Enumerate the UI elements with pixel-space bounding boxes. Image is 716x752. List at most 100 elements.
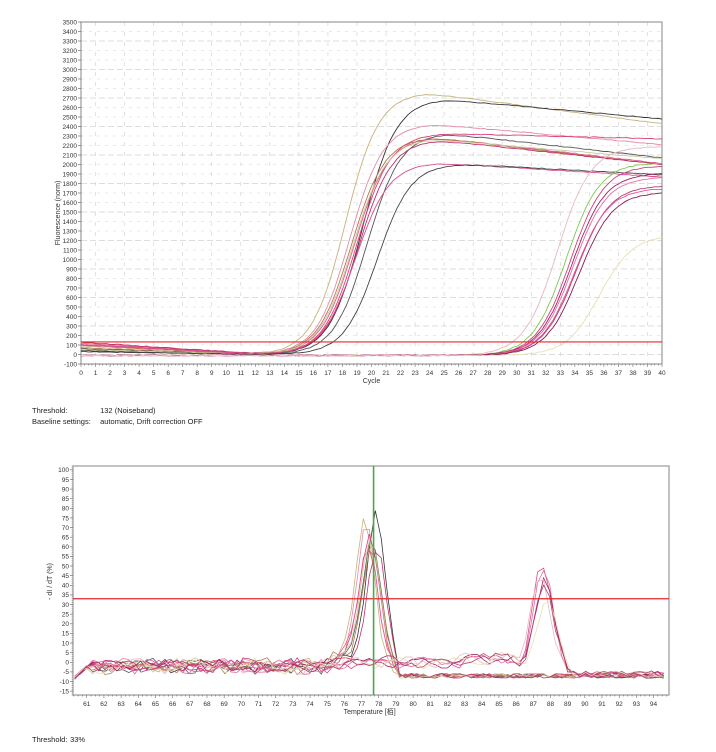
svg-text:95: 95 xyxy=(62,477,70,484)
svg-text:66: 66 xyxy=(169,701,177,708)
svg-text:2700: 2700 xyxy=(63,95,78,102)
svg-text:8: 8 xyxy=(195,370,199,377)
svg-text:82: 82 xyxy=(444,701,452,708)
svg-text:37: 37 xyxy=(615,370,623,377)
svg-text:68: 68 xyxy=(203,701,211,708)
svg-text:16: 16 xyxy=(310,370,318,377)
svg-text:89: 89 xyxy=(564,701,572,708)
amplification-curve xyxy=(80,146,663,357)
svg-text:900: 900 xyxy=(66,266,77,273)
svg-text:80: 80 xyxy=(62,506,70,513)
svg-text:-100: -100 xyxy=(64,361,77,368)
svg-text:64: 64 xyxy=(135,701,143,708)
melt-curve xyxy=(74,533,664,679)
svg-text:2300: 2300 xyxy=(63,133,78,140)
svg-text:40: 40 xyxy=(658,370,666,377)
svg-text:34: 34 xyxy=(571,370,579,377)
svg-text:60: 60 xyxy=(62,544,70,551)
svg-text:83: 83 xyxy=(461,701,469,708)
svg-text:93: 93 xyxy=(633,701,641,708)
svg-text:14: 14 xyxy=(281,370,289,377)
svg-text:7: 7 xyxy=(181,370,185,377)
svg-text:25: 25 xyxy=(62,611,70,618)
melt-threshold-value: 33% xyxy=(70,735,86,744)
melt-curve xyxy=(74,539,664,679)
melt-curve xyxy=(74,578,665,678)
svg-text:0: 0 xyxy=(65,660,69,667)
svg-text:36: 36 xyxy=(600,370,608,377)
melt-curve xyxy=(74,600,664,678)
svg-text:20: 20 xyxy=(62,621,70,628)
svg-text:3: 3 xyxy=(123,370,127,377)
svg-text:71: 71 xyxy=(255,701,263,708)
svg-text:2000: 2000 xyxy=(63,162,78,169)
svg-text:0: 0 xyxy=(73,352,77,359)
baseline-value: automatic, Drift correction OFF xyxy=(100,417,203,426)
svg-text:15: 15 xyxy=(295,370,303,377)
svg-text:32: 32 xyxy=(542,370,550,377)
svg-text:2800: 2800 xyxy=(63,86,78,93)
svg-text:40: 40 xyxy=(62,583,70,590)
svg-text:-5: -5 xyxy=(63,669,69,676)
amplification-curve xyxy=(80,138,663,355)
svg-text:9: 9 xyxy=(210,370,214,377)
svg-text:2400: 2400 xyxy=(63,124,78,131)
svg-text:1900: 1900 xyxy=(63,171,78,178)
svg-text:500: 500 xyxy=(66,304,77,311)
svg-text:94: 94 xyxy=(650,701,658,708)
svg-text:50: 50 xyxy=(62,563,70,570)
y-axis-label: - dI / dT (%) xyxy=(47,563,54,600)
svg-text:1000: 1000 xyxy=(63,257,78,264)
svg-text:3200: 3200 xyxy=(63,48,78,55)
x-axis: 0 1 2 3 4 5 6 7 8 9 10 11 12 13 14 15 16 17 18 19 20 21 22 23 24… xyxy=(79,364,666,377)
amplification-chart: -100 0 100 200 300 400 500 600 700 800 900 1000 1100… xyxy=(55,19,666,385)
svg-text:18: 18 xyxy=(339,370,347,377)
melt-threshold-label: Threshold: xyxy=(32,735,68,744)
svg-text:24: 24 xyxy=(426,370,434,377)
svg-text:2600: 2600 xyxy=(63,105,78,112)
svg-text:19: 19 xyxy=(353,370,361,377)
svg-text:77: 77 xyxy=(358,701,366,708)
svg-text:2: 2 xyxy=(108,370,112,377)
svg-text:12: 12 xyxy=(252,370,260,377)
svg-text:11: 11 xyxy=(237,370,244,377)
amplification-curve xyxy=(80,138,663,354)
svg-text:23: 23 xyxy=(411,370,419,377)
svg-text:3400: 3400 xyxy=(63,29,78,36)
svg-text:100: 100 xyxy=(58,467,69,474)
svg-text:1300: 1300 xyxy=(63,228,78,235)
svg-text:1200: 1200 xyxy=(63,238,78,245)
amplification-curves xyxy=(80,94,663,357)
svg-text:1: 1 xyxy=(94,370,98,377)
x-axis-label: Temperature [栢] xyxy=(344,707,396,716)
amplification-curve xyxy=(80,133,663,355)
svg-text:17: 17 xyxy=(324,370,332,377)
x-axis-label: Cycle xyxy=(363,378,381,385)
y-axis: -15 -10 -5 0 5 10 15 20 25 30 35 40 45 50 55 60 65 70 75 80… xyxy=(58,465,73,695)
svg-text:81: 81 xyxy=(427,701,435,708)
svg-text:25: 25 xyxy=(441,370,449,377)
svg-text:13: 13 xyxy=(266,370,274,377)
svg-text:92: 92 xyxy=(616,701,624,708)
svg-text:-10: -10 xyxy=(60,679,70,686)
svg-text:62: 62 xyxy=(100,701,108,708)
svg-text:76: 76 xyxy=(341,701,349,708)
svg-text:88: 88 xyxy=(547,701,555,708)
svg-text:90: 90 xyxy=(581,701,589,708)
svg-text:300: 300 xyxy=(66,323,77,330)
svg-text:91: 91 xyxy=(598,701,606,708)
svg-text:39: 39 xyxy=(644,370,652,377)
svg-text:31: 31 xyxy=(528,370,536,377)
svg-text:45: 45 xyxy=(62,573,70,580)
svg-text:1700: 1700 xyxy=(63,190,78,197)
svg-text:38: 38 xyxy=(629,370,637,377)
svg-text:85: 85 xyxy=(495,701,503,708)
amplification-info: Threshold: 132 (Noiseband) Baseline sett… xyxy=(32,405,203,427)
amplification-curve xyxy=(80,140,663,355)
svg-text:29: 29 xyxy=(499,370,507,377)
svg-text:3000: 3000 xyxy=(63,67,78,74)
svg-text:-15: -15 xyxy=(60,688,70,695)
melt-curve xyxy=(74,584,664,679)
melt-curve-plot: -15 -10 -5 0 5 10 15 20 25 30 35 40 45 50 55 60 65 70 75 80… xyxy=(47,465,670,716)
svg-text:800: 800 xyxy=(66,276,77,283)
